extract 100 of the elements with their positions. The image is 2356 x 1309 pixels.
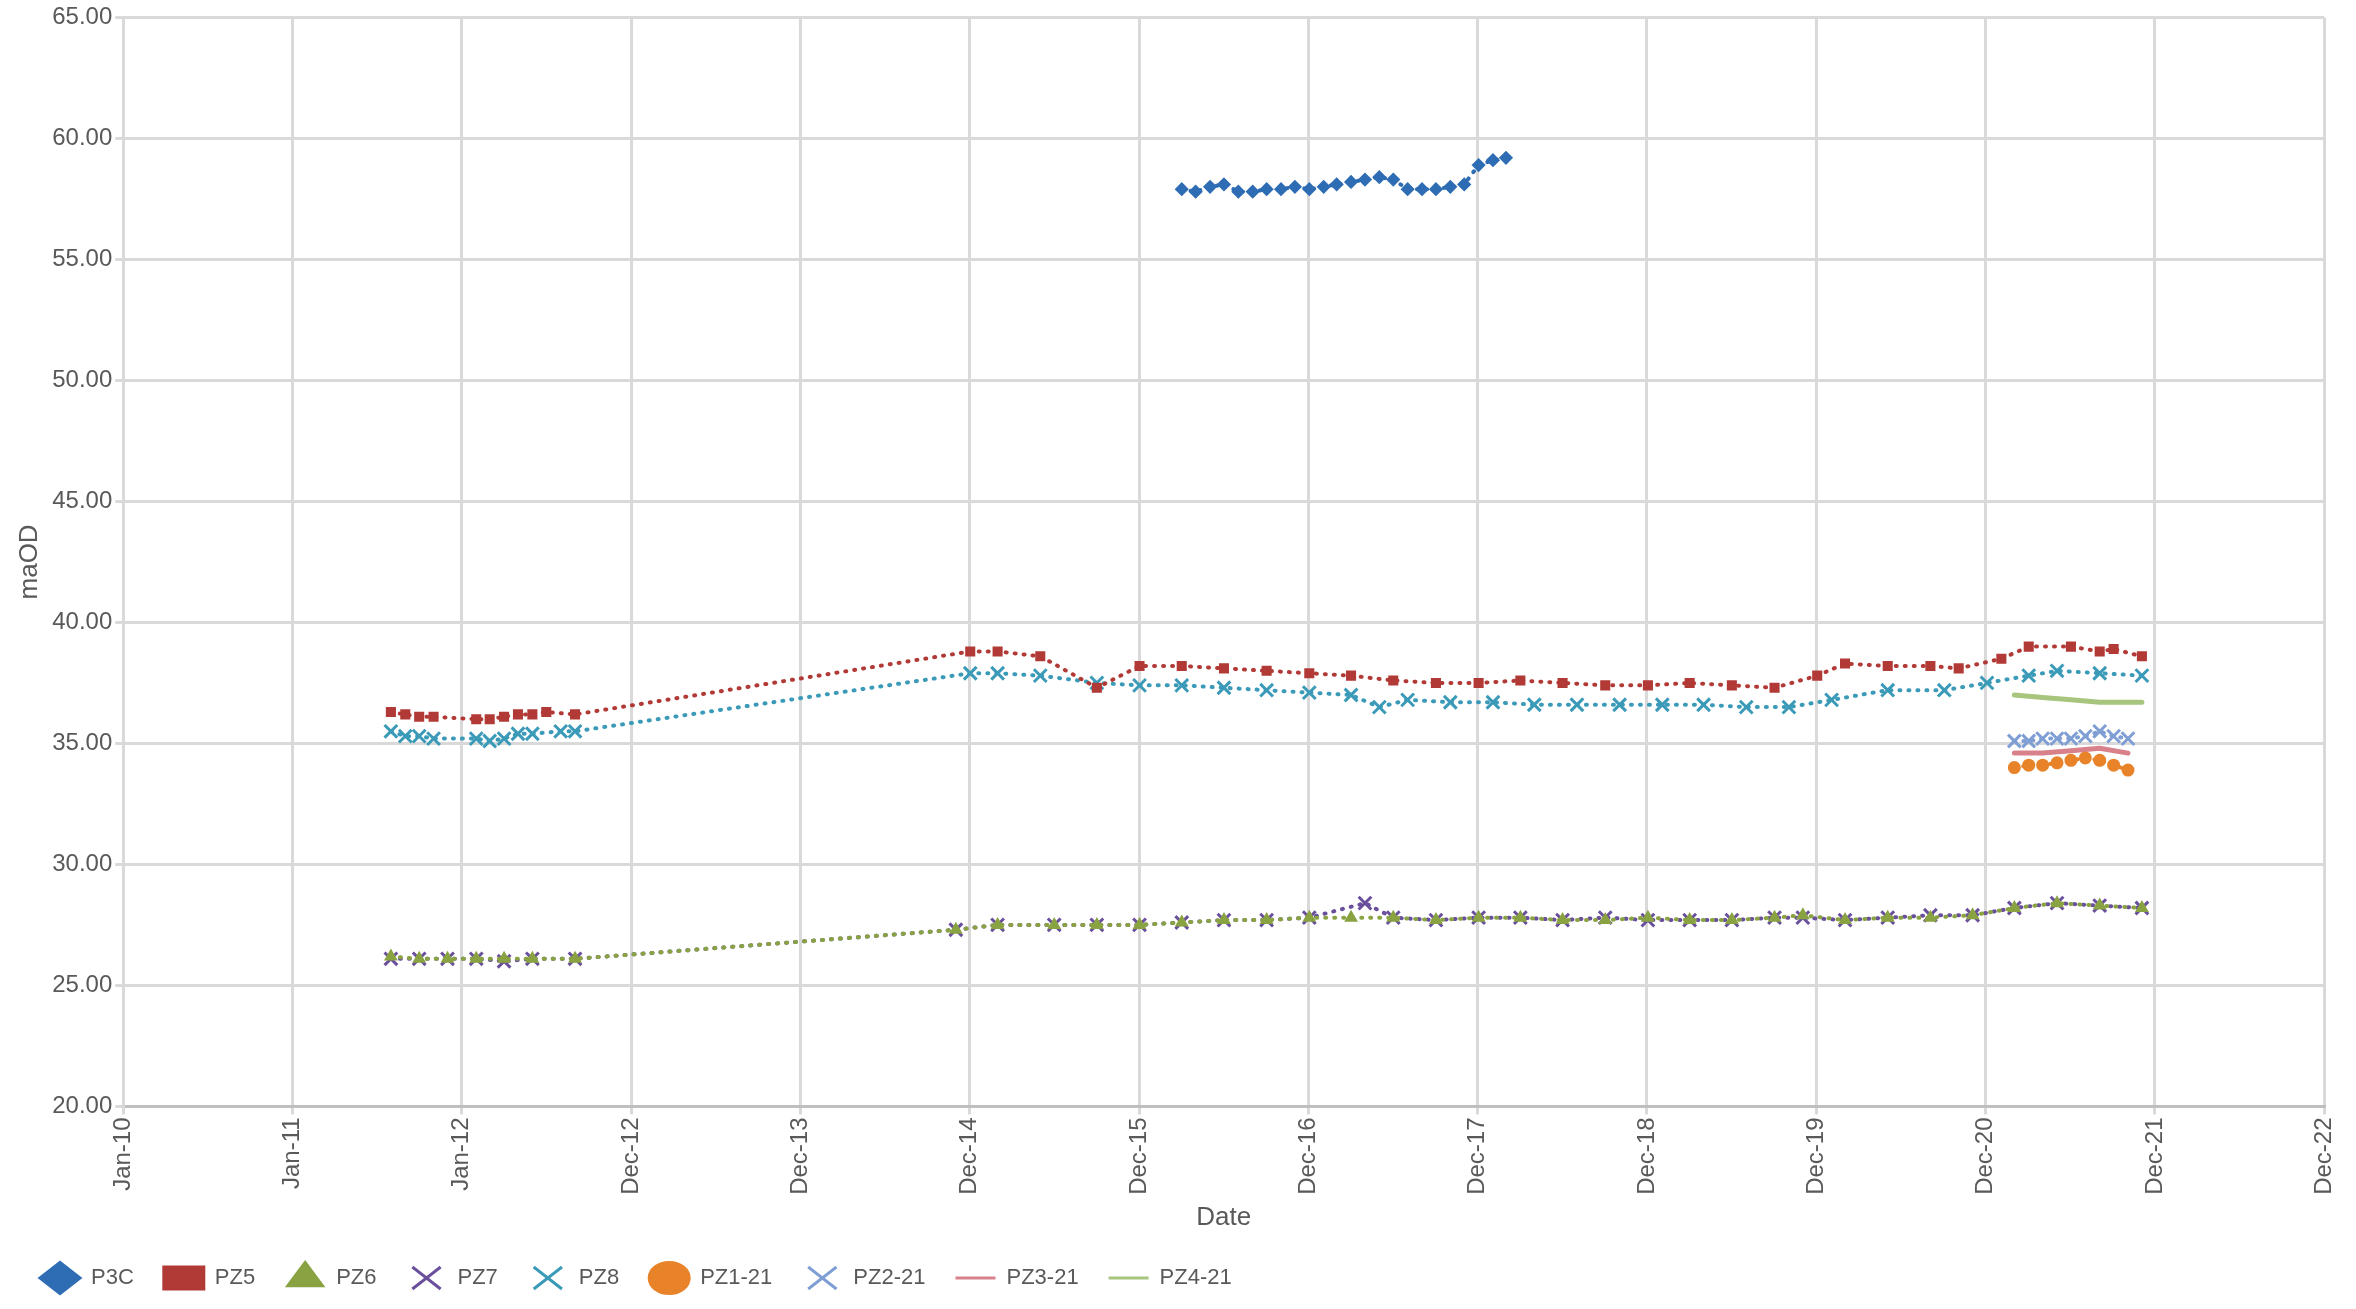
point xyxy=(496,953,512,970)
x-tick-label: Jan-12 xyxy=(446,1117,474,1191)
legend-label: PZ7 xyxy=(457,1264,498,1290)
point xyxy=(2107,758,2121,772)
legend-label: PZ6 xyxy=(336,1264,377,1290)
point xyxy=(962,665,979,682)
point xyxy=(496,730,512,747)
legend-label: P3C xyxy=(91,1264,134,1290)
point xyxy=(1640,912,1656,928)
legend-label: PZ5 xyxy=(214,1264,256,1290)
point xyxy=(1964,907,1981,924)
point xyxy=(989,665,1006,682)
point xyxy=(1357,895,1373,912)
point xyxy=(2034,730,2051,747)
point xyxy=(567,723,583,740)
point xyxy=(1048,918,1061,929)
y-tick-label: 60.00 xyxy=(52,123,113,151)
y-tick-label: 65.00 xyxy=(52,2,113,30)
y-tick-label: 35.00 xyxy=(52,728,113,756)
x-tick-label: Dec-18 xyxy=(1631,1117,1659,1195)
point xyxy=(1766,909,1783,926)
point xyxy=(1840,658,1851,669)
point xyxy=(1371,699,1388,715)
point xyxy=(1260,182,1274,196)
point xyxy=(2091,665,2108,682)
point xyxy=(425,730,442,747)
point xyxy=(414,711,425,722)
point xyxy=(1486,153,1500,167)
point xyxy=(992,646,1003,657)
point xyxy=(1936,682,1953,699)
x-axis-title: Date xyxy=(1196,1200,1252,1231)
point xyxy=(385,706,396,717)
y-axis-title: maOD xyxy=(12,524,43,600)
point xyxy=(2136,901,2148,912)
point xyxy=(1823,692,1840,708)
point xyxy=(428,711,439,722)
point xyxy=(1091,918,1103,929)
point xyxy=(2134,667,2150,684)
point xyxy=(2093,753,2107,767)
point xyxy=(1189,185,1203,199)
point xyxy=(2008,901,2021,912)
point xyxy=(1611,696,1628,713)
y-tick-label: 45.00 xyxy=(52,486,113,514)
point xyxy=(1372,170,1386,184)
point xyxy=(948,921,964,938)
point xyxy=(1217,177,1231,191)
legend-label: PZ1-21 xyxy=(700,1264,773,1290)
point xyxy=(1176,660,1187,672)
point xyxy=(1457,177,1471,191)
point xyxy=(499,711,510,722)
point xyxy=(2020,667,2037,684)
point xyxy=(2077,728,2094,745)
point xyxy=(2065,641,2076,652)
x-tick-label: Dec-19 xyxy=(1800,1117,1828,1195)
point xyxy=(1330,177,1344,191)
point xyxy=(1515,675,1526,686)
point xyxy=(1695,696,1712,713)
point xyxy=(2078,751,2092,765)
point xyxy=(2091,723,2108,740)
point xyxy=(1173,914,1190,931)
point xyxy=(524,725,541,742)
point xyxy=(1343,687,1359,703)
point xyxy=(991,918,1004,929)
point xyxy=(383,723,399,740)
point xyxy=(471,714,482,725)
point xyxy=(1231,185,1245,199)
point xyxy=(1216,679,1232,696)
point xyxy=(2006,733,2023,749)
point xyxy=(567,950,583,967)
point xyxy=(2049,662,2065,679)
point xyxy=(1175,182,1189,196)
point xyxy=(1684,677,1695,688)
x-tick-label: Dec-21 xyxy=(2139,1117,2167,1195)
point xyxy=(1512,909,1529,926)
point xyxy=(2121,763,2135,777)
point xyxy=(1288,180,1302,194)
point xyxy=(468,950,485,967)
point xyxy=(1557,677,1568,688)
point xyxy=(481,733,498,749)
point xyxy=(1499,151,1513,165)
point xyxy=(1654,696,1671,713)
point xyxy=(1473,677,1484,688)
x-tick-label: Jan-10 xyxy=(107,1117,135,1191)
point xyxy=(1442,694,1459,711)
legend-label: PZ2-21 xyxy=(853,1264,926,1290)
y-tick-label: 50.00 xyxy=(52,365,113,393)
point xyxy=(1344,175,1358,189)
point xyxy=(2023,641,2034,652)
point xyxy=(1726,680,1737,691)
point xyxy=(965,646,976,657)
point xyxy=(397,728,414,745)
x-tick-label: Dec-20 xyxy=(1970,1117,1998,1195)
point xyxy=(1346,670,1357,681)
point xyxy=(1794,909,1811,926)
point xyxy=(989,917,1006,933)
point xyxy=(1430,677,1441,688)
point xyxy=(1415,182,1429,196)
point xyxy=(1470,909,1487,926)
point xyxy=(1526,696,1543,713)
point xyxy=(527,709,538,720)
